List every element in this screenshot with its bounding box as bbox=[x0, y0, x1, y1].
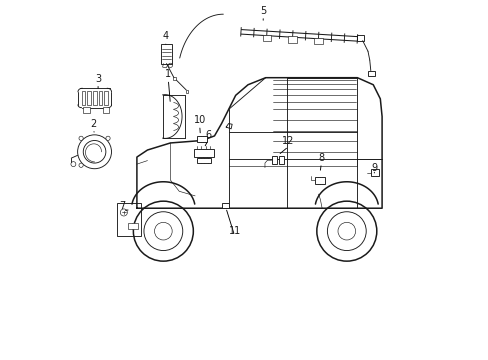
Text: 11: 11 bbox=[228, 226, 240, 236]
Text: 3: 3 bbox=[95, 74, 101, 84]
Bar bbox=[185, 90, 188, 93]
Text: 10: 10 bbox=[193, 115, 205, 125]
Bar bbox=[104, 91, 108, 105]
Text: 4: 4 bbox=[163, 31, 168, 41]
Bar bbox=[370, 169, 378, 176]
Bar bbox=[278, 156, 284, 164]
Bar bbox=[102, 107, 109, 113]
Bar bbox=[81, 91, 85, 105]
Circle shape bbox=[79, 136, 83, 140]
Bar bbox=[117, 203, 141, 237]
Bar bbox=[357, 35, 364, 41]
Text: 8: 8 bbox=[318, 153, 324, 163]
Text: 9: 9 bbox=[370, 163, 377, 173]
Bar bbox=[194, 149, 213, 157]
Bar bbox=[314, 38, 322, 44]
Text: 7: 7 bbox=[120, 201, 125, 211]
Text: 2: 2 bbox=[90, 119, 97, 129]
Bar bbox=[83, 107, 89, 113]
Bar bbox=[271, 156, 277, 164]
Bar bbox=[262, 35, 270, 41]
Bar bbox=[99, 91, 102, 105]
Bar bbox=[128, 223, 138, 229]
Bar bbox=[221, 203, 229, 208]
Circle shape bbox=[106, 136, 110, 140]
Bar bbox=[173, 77, 176, 80]
Bar bbox=[197, 136, 207, 142]
Bar bbox=[314, 177, 324, 184]
Bar bbox=[87, 91, 91, 105]
Text: 1: 1 bbox=[165, 69, 171, 80]
Text: 5: 5 bbox=[260, 6, 266, 16]
Bar bbox=[197, 158, 211, 163]
Bar bbox=[93, 91, 96, 105]
Circle shape bbox=[79, 163, 83, 167]
Bar bbox=[288, 36, 296, 43]
Bar bbox=[367, 71, 374, 76]
Bar bbox=[161, 44, 171, 64]
Text: 6: 6 bbox=[204, 130, 211, 140]
Text: 12: 12 bbox=[282, 136, 294, 147]
